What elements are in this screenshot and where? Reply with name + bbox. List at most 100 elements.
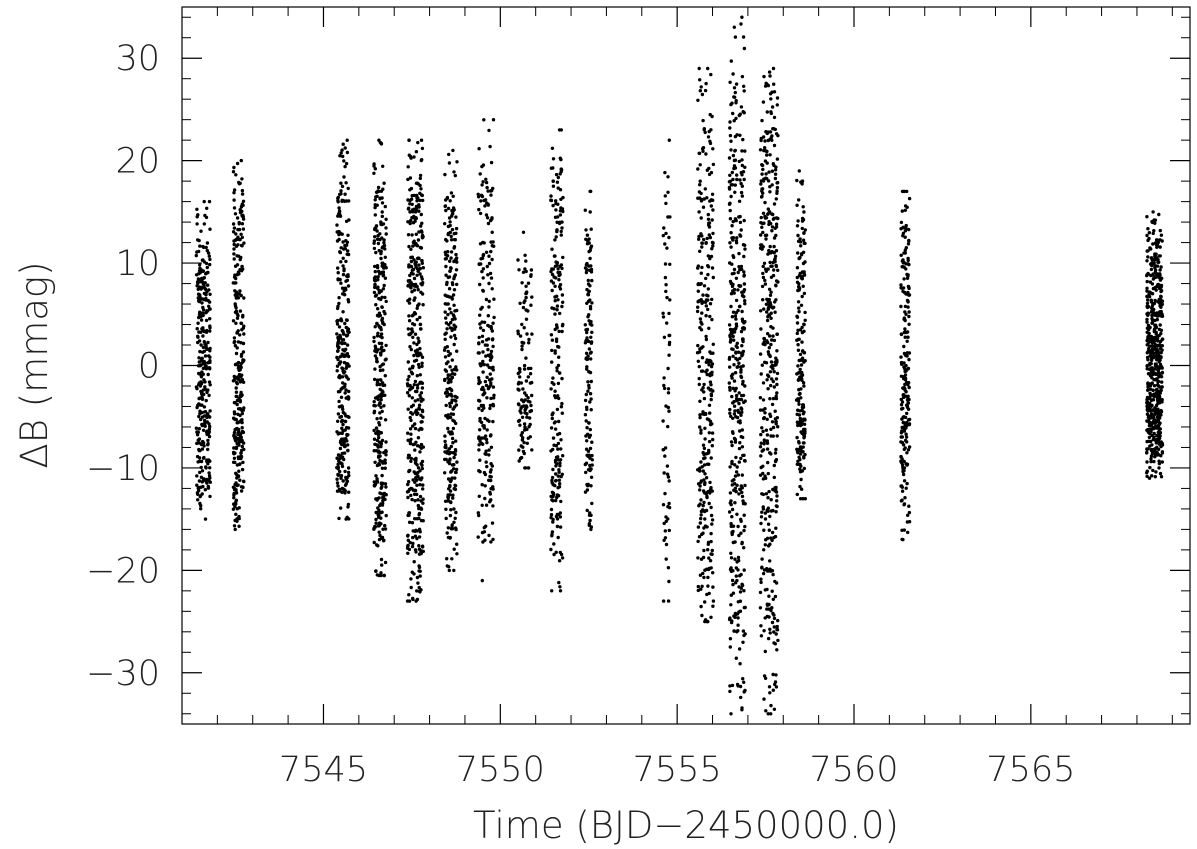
data-point bbox=[197, 414, 201, 419]
data-point bbox=[667, 235, 671, 240]
data-point bbox=[346, 354, 351, 359]
data-point bbox=[208, 424, 212, 429]
data-point bbox=[452, 246, 456, 250]
data-point bbox=[742, 459, 747, 463]
data-point bbox=[740, 149, 744, 153]
data-point bbox=[708, 373, 712, 378]
data-point bbox=[341, 422, 345, 427]
data-point bbox=[768, 153, 772, 157]
data-point bbox=[775, 434, 779, 438]
data-point bbox=[761, 211, 766, 215]
data-point bbox=[1150, 263, 1154, 268]
data-point bbox=[711, 585, 715, 589]
data-point bbox=[419, 506, 423, 510]
data-point bbox=[760, 243, 764, 247]
data-point bbox=[589, 408, 593, 412]
data-point bbox=[373, 198, 377, 202]
data-point bbox=[703, 482, 707, 487]
data-point bbox=[203, 380, 207, 384]
data-point bbox=[1145, 398, 1149, 402]
data-point bbox=[232, 446, 236, 450]
data-point bbox=[1145, 301, 1150, 306]
data-point bbox=[373, 269, 377, 274]
data-point bbox=[486, 221, 491, 226]
data-point bbox=[407, 453, 411, 458]
data-point bbox=[799, 487, 804, 491]
data-point bbox=[584, 351, 589, 355]
data-point bbox=[417, 552, 422, 556]
data-point bbox=[199, 287, 203, 291]
data-point bbox=[769, 360, 774, 364]
data-point bbox=[208, 317, 212, 321]
data-point bbox=[765, 602, 769, 606]
data-point bbox=[379, 416, 383, 420]
data-point bbox=[1150, 261, 1154, 265]
data-point bbox=[735, 483, 739, 487]
data-point bbox=[767, 528, 771, 532]
data-point bbox=[444, 403, 448, 408]
data-point bbox=[770, 620, 775, 625]
data-point bbox=[732, 255, 736, 260]
data-point bbox=[738, 421, 742, 425]
data-point bbox=[666, 175, 670, 179]
data-point bbox=[202, 199, 206, 204]
data-point bbox=[742, 270, 746, 274]
data-point bbox=[906, 274, 910, 278]
data-point bbox=[589, 484, 593, 488]
data-point bbox=[236, 412, 240, 416]
data-point bbox=[419, 588, 423, 592]
data-point bbox=[1159, 285, 1163, 289]
data-point bbox=[1159, 475, 1164, 479]
data-point bbox=[1151, 468, 1155, 473]
data-point bbox=[736, 623, 740, 627]
data-point bbox=[1154, 426, 1159, 430]
data-point bbox=[585, 336, 589, 340]
data-point bbox=[1148, 424, 1152, 428]
data-point bbox=[346, 284, 351, 288]
data-point bbox=[707, 233, 711, 237]
data-point bbox=[800, 330, 805, 335]
data-point bbox=[798, 237, 802, 241]
data-point bbox=[765, 110, 769, 114]
data-point bbox=[697, 535, 702, 539]
data-point bbox=[1150, 220, 1154, 224]
data-point bbox=[728, 491, 733, 495]
data-point bbox=[775, 494, 779, 498]
data-point bbox=[446, 376, 450, 380]
data-point bbox=[492, 393, 496, 397]
data-point bbox=[240, 378, 245, 382]
data-point bbox=[765, 567, 769, 571]
data-point bbox=[800, 469, 804, 473]
data-point bbox=[489, 475, 493, 479]
data-point bbox=[200, 381, 204, 385]
data-point bbox=[477, 448, 481, 452]
data-point bbox=[375, 497, 380, 501]
data-point bbox=[729, 551, 733, 555]
data-point bbox=[198, 263, 202, 267]
data-point bbox=[771, 688, 775, 692]
data-point bbox=[550, 498, 554, 502]
data-point bbox=[347, 490, 351, 494]
data-point bbox=[1152, 459, 1156, 464]
data-point bbox=[1150, 348, 1155, 352]
data-point bbox=[488, 218, 493, 223]
data-point bbox=[696, 584, 700, 589]
data-point bbox=[240, 467, 245, 472]
data-point bbox=[376, 544, 380, 548]
data-point bbox=[418, 569, 422, 573]
data-point bbox=[798, 484, 802, 489]
data-point bbox=[1158, 245, 1162, 249]
data-point bbox=[412, 298, 416, 302]
data-point bbox=[492, 297, 496, 301]
data-point bbox=[740, 583, 745, 588]
data-point bbox=[742, 528, 746, 533]
data-point bbox=[1148, 363, 1152, 367]
data-point bbox=[799, 447, 803, 451]
data-point bbox=[408, 367, 412, 371]
data-point bbox=[372, 377, 377, 382]
data-point bbox=[585, 330, 589, 335]
data-point bbox=[337, 229, 341, 234]
data-point bbox=[518, 370, 522, 374]
major-ticks bbox=[182, 7, 1190, 724]
data-point bbox=[492, 315, 496, 320]
